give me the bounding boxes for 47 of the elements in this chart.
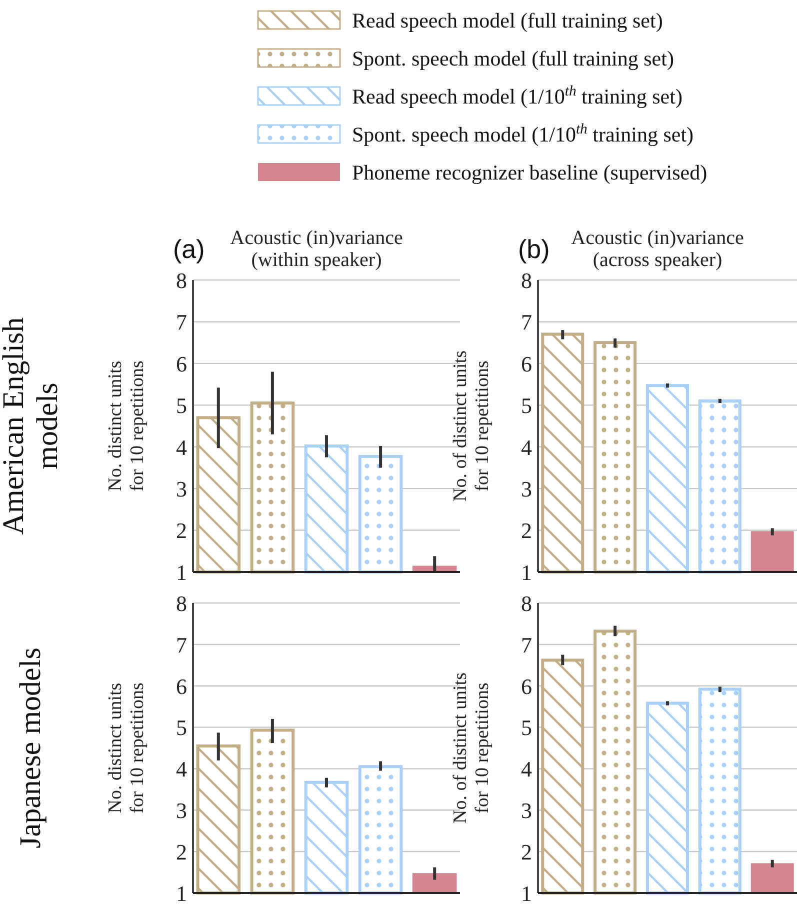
y-tick-label: 3 [176,798,187,824]
y-tick-label: 1 [521,560,532,585]
y-tick-label: 4 [176,434,187,460]
y-tick-label: 8 [521,268,532,293]
y-tick-label: 5 [176,393,187,418]
text: Japanese models [14,648,47,848]
y-tick-label: 7 [521,632,532,658]
y-tick-label: 7 [521,310,532,335]
y-axis-title: No. of distinct units for 10 repetitions [450,672,493,824]
y-tick-label: 6 [521,351,532,376]
y-tick-label: 5 [176,715,187,740]
text: (a) [173,234,205,264]
y-tick-label: 5 [521,393,532,418]
y-tick-label: 4 [176,756,187,782]
y-tick-label: 1 [521,880,532,906]
y-tick-label: 2 [176,518,187,544]
chart-title: Acoustic (in)variance (within speaker) [230,227,403,271]
y-tick-label: 8 [176,268,187,293]
text: (b) [518,234,550,264]
y-tick-label: 7 [176,310,187,335]
y-tick-label: 4 [521,756,532,782]
legend-label: Phoneme recognizer baseline (supervised) [352,160,708,185]
y-tick-label: 8 [521,590,532,616]
y-tick-label: 3 [521,476,532,502]
legend-label: Read speech model (1/10$^{th}$ training set) [352,84,682,109]
y-tick-label: 1 [176,560,187,585]
legend-label: Read speech model (full training set) [352,8,663,33]
y-tick-label: 6 [176,674,187,699]
y-tick-label: 2 [521,518,532,544]
y-tick-label: 6 [521,674,532,699]
y-tick-label: 2 [176,839,187,864]
y-tick-label: 5 [521,715,532,740]
y-tick-label: 7 [176,632,187,658]
y-tick-label: 3 [521,798,532,824]
legend-label: Spont. speech model (full training set) [352,46,674,71]
y-tick-label: 1 [176,880,187,906]
y-axis-title: No. distinct units for 10 repetitions [105,360,148,492]
y-tick-label: 2 [521,839,532,864]
y-tick-label: 4 [521,434,532,460]
y-tick-label: 3 [176,476,187,502]
y-tick-label: 6 [176,351,187,376]
text: American English models [0,317,64,535]
y-axis-title: No. of distinct units for 10 repetitions [450,350,493,502]
chart-title: Acoustic (in)variance (across speaker) [571,227,744,271]
y-tick-label: 8 [176,590,187,616]
legend-label: Spont. speech model (1/10$^{th}$ training set) [352,122,694,147]
y-axis-title: No. distinct units for 10 repetitions [105,682,148,814]
